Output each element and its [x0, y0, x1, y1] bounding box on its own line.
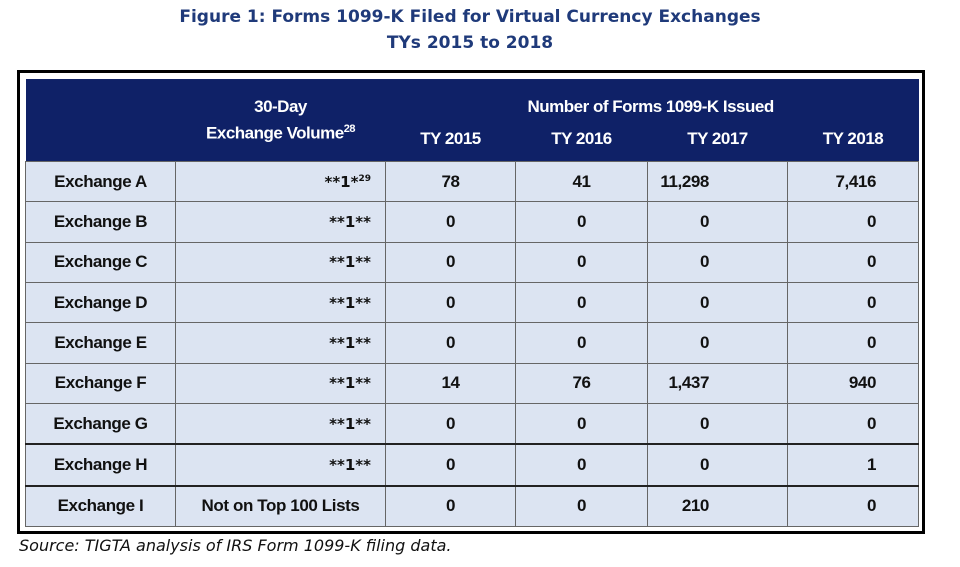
header-ty2015: TY 2015: [420, 129, 481, 148]
exchange-volume: **1**: [175, 241, 386, 283]
header-volume-line2: Exchange Volume: [206, 123, 344, 143]
exchange-name: Exchange F: [25, 362, 176, 404]
header-volume-line1: 30-Day: [254, 96, 307, 116]
figure-title: Figure 1: Forms 1099-K Filed for Virtual…: [179, 7, 761, 27]
exchange-volume: **1**: [175, 402, 386, 445]
forms-1099k-table: 30-Day Exchange Volume28 Number of Forms…: [25, 79, 920, 527]
ty2017-value: 1,437: [647, 362, 788, 404]
ty2015-value: 0: [385, 402, 516, 445]
footnote-29: 29: [358, 173, 371, 184]
table-frame: 30-Day Exchange Volume28 Number of Forms…: [17, 70, 925, 534]
exchange-name: Exchange A: [25, 160, 176, 203]
header-ty2018: TY 2018: [822, 129, 884, 148]
figure-subtitle: TYs 2015 to 2018: [386, 33, 554, 53]
exchange-name: Exchange G: [25, 402, 176, 445]
ty2015-value: 0: [385, 443, 516, 487]
ty2015-value: 0: [385, 281, 516, 324]
source-note: Source: TIGTA analysis of IRS Form 1099-…: [19, 536, 452, 555]
ty2015-value: 14: [385, 362, 516, 404]
exchange-name: Exchange D: [25, 281, 176, 324]
table-row: Exchange C **1** 0 0 0 0: [25, 241, 920, 283]
table-row: Exchange F **1** 14 76 1,437 940: [25, 362, 920, 404]
header-exchange-blank: [26, 79, 176, 162]
exchange-volume: **1**: [175, 443, 386, 487]
header-ty2017: TY 2017: [687, 129, 748, 148]
exchange-volume: **1**: [175, 322, 386, 364]
ty2018-value: 7,416: [786, 160, 920, 203]
ty2016-value: 0: [515, 201, 648, 243]
ty2015-value: 0: [385, 241, 516, 283]
ty2017-value: 0: [647, 402, 788, 445]
ty2017-value: 0: [647, 201, 788, 243]
ty2016-value: 76: [515, 362, 648, 404]
exchange-name: Exchange B: [25, 201, 176, 243]
ty2017-value: 11,298: [647, 160, 788, 203]
ty2016-value: 0: [515, 241, 648, 283]
ty2018-value: 0: [786, 281, 920, 324]
table-row: Exchange B **1** 0 0 0 0: [25, 201, 920, 243]
exchange-name: Exchange E: [25, 322, 176, 364]
table-row: Exchange A **1*29 78 41 11,298 7,416: [25, 160, 920, 203]
table-row: Exchange I Not on Top 100 Lists 0 0 210 …: [25, 484, 920, 527]
ty2015-value: 78: [385, 160, 516, 203]
ty2017-value: 0: [647, 281, 788, 324]
ty2018-value: 0: [786, 484, 920, 527]
header-ty2016: TY 2016: [551, 129, 612, 148]
ty2016-value: 0: [515, 484, 648, 527]
exchange-volume: **1*29: [175, 160, 386, 203]
ty2016-value: 0: [515, 402, 648, 445]
header-row-top: 30-Day Exchange Volume28 Number of Forms…: [25, 79, 919, 142]
ty2017-value: 210: [647, 484, 788, 527]
ty2018-value: 0: [786, 201, 920, 243]
ty2016-value: 0: [515, 281, 648, 324]
ty2017-value: 0: [647, 443, 788, 487]
ty2015-value: 0: [385, 322, 516, 364]
exchange-volume: Not on Top 100 Lists: [175, 484, 386, 527]
header-volume: 30-Day Exchange Volume28: [176, 79, 386, 162]
exchange-name: Exchange H: [25, 443, 176, 487]
exchange-volume: **1**: [175, 362, 386, 404]
table-row: Exchange H **1** 0 0 0 1: [25, 443, 920, 487]
exchange-name: Exchange C: [25, 241, 176, 283]
ty2017-value: 0: [647, 241, 788, 283]
ty2018-value: 0: [786, 402, 920, 445]
ty2018-value: 1: [786, 443, 920, 487]
ty2018-value: 0: [786, 322, 920, 364]
ty2016-value: 41: [515, 160, 648, 203]
exchange-volume: **1**: [175, 201, 386, 243]
ty2016-value: 0: [515, 443, 648, 487]
table-row: Exchange D **1** 0 0 0 0: [25, 281, 920, 324]
ty2018-value: 940: [786, 362, 920, 404]
ty2015-value: 0: [385, 201, 516, 243]
header-forms-issued: Number of Forms 1099-K Issued: [527, 97, 775, 116]
ty2018-value: 0: [786, 241, 920, 283]
ty2017-value: 0: [647, 322, 788, 364]
footnote-28: 28: [343, 122, 356, 135]
exchange-volume: **1**: [175, 281, 386, 324]
ty2016-value: 0: [515, 322, 648, 364]
ty2015-value: 0: [385, 484, 516, 527]
exchange-name: Exchange I: [25, 484, 176, 527]
table-row: Exchange G **1** 0 0 0 0: [25, 402, 920, 445]
table-row: Exchange E **1** 0 0 0 0: [25, 322, 920, 364]
